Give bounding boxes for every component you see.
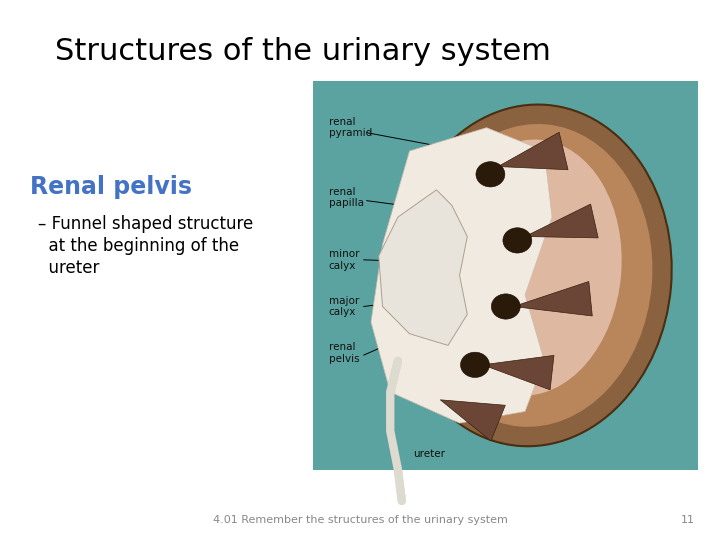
Text: at the beginning of the: at the beginning of the: [38, 237, 239, 255]
Polygon shape: [513, 281, 593, 316]
Polygon shape: [498, 132, 568, 170]
Text: Structures of the urinary system: Structures of the urinary system: [55, 37, 551, 66]
Ellipse shape: [413, 124, 652, 427]
Ellipse shape: [491, 294, 521, 319]
Polygon shape: [441, 400, 505, 441]
Polygon shape: [525, 204, 598, 238]
Text: renal
papilla: renal papilla: [328, 187, 364, 208]
Ellipse shape: [476, 161, 505, 187]
Text: – Funnel shaped structure: – Funnel shaped structure: [38, 215, 253, 233]
Text: renal
pyramid: renal pyramid: [328, 117, 372, 138]
Text: Renal pelvis: Renal pelvis: [30, 175, 192, 199]
Text: major
calyx: major calyx: [328, 296, 359, 318]
Text: minor
calyx: minor calyx: [328, 249, 359, 271]
Polygon shape: [371, 127, 552, 423]
Text: renal
pelvis: renal pelvis: [328, 342, 359, 364]
Ellipse shape: [436, 139, 621, 396]
Text: 4.01 Remember the structures of the urinary system: 4.01 Remember the structures of the urin…: [212, 515, 508, 525]
FancyBboxPatch shape: [313, 81, 698, 470]
Text: ureter: ureter: [413, 449, 445, 459]
Ellipse shape: [461, 352, 490, 377]
Polygon shape: [379, 190, 467, 346]
Text: 11: 11: [681, 515, 695, 525]
Ellipse shape: [394, 105, 672, 446]
Polygon shape: [482, 355, 554, 390]
Ellipse shape: [503, 228, 532, 253]
Text: ureter: ureter: [38, 259, 99, 277]
